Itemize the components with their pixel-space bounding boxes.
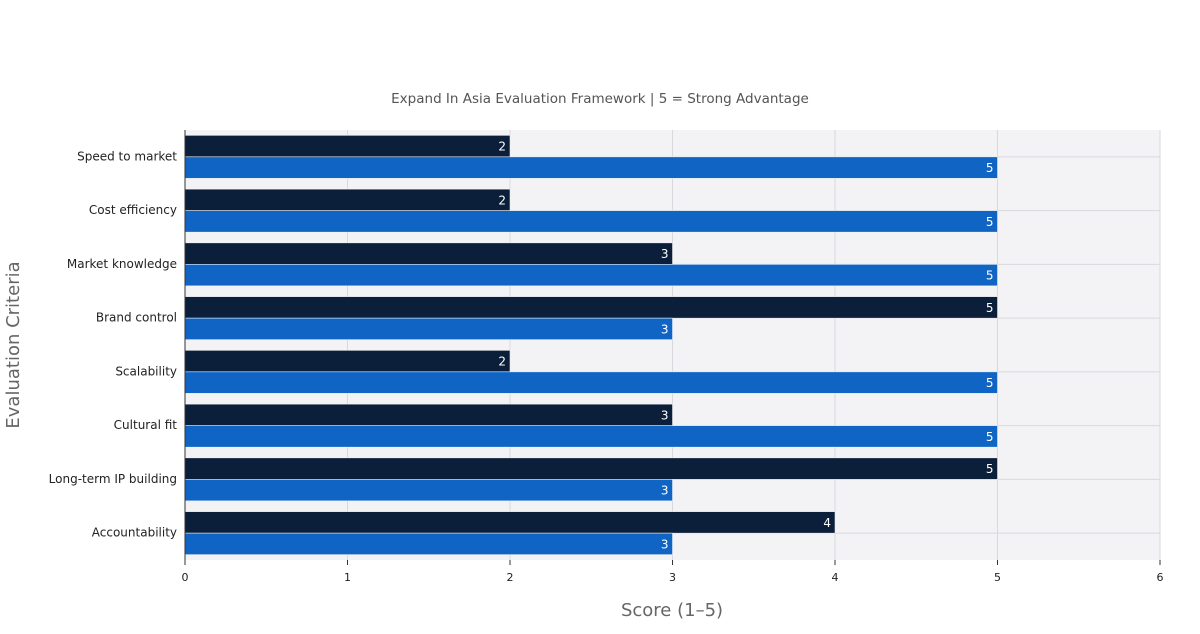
y-tick-label: Cultural fit xyxy=(114,418,178,432)
x-tick-label: 4 xyxy=(832,571,839,584)
bar xyxy=(184,317,673,340)
y-axis-title: Evaluation Criteria xyxy=(3,261,24,428)
data-label: 5 xyxy=(986,301,994,315)
data-label: 3 xyxy=(661,484,669,498)
bar xyxy=(184,188,511,211)
y-tick-label: Long-term IP building xyxy=(49,472,177,486)
y-tick-label: Brand control xyxy=(96,311,177,325)
bar xyxy=(184,242,673,265)
y-tick-label: Cost efficiency xyxy=(89,203,177,217)
data-label: 3 xyxy=(661,322,669,336)
bar xyxy=(184,264,998,287)
bar xyxy=(184,425,998,448)
x-tick-label: 3 xyxy=(669,571,676,584)
bar xyxy=(184,479,673,502)
chart-title: Expand In Asia Evaluation Framework | 5 … xyxy=(391,91,809,107)
data-label: 3 xyxy=(661,537,669,551)
bar xyxy=(184,156,998,179)
x-tick-label: 0 xyxy=(182,571,189,584)
x-axis-title: Score (1–5) xyxy=(621,600,723,621)
y-tick-label: Speed to market xyxy=(77,149,177,163)
data-label: 5 xyxy=(986,215,994,229)
data-label: 3 xyxy=(661,408,669,422)
bar xyxy=(184,511,836,534)
bar xyxy=(184,532,673,555)
x-tick-label: 6 xyxy=(1157,571,1164,584)
bar xyxy=(184,296,998,319)
y-tick-label: Scalability xyxy=(115,364,177,378)
bar xyxy=(184,350,511,373)
data-label: 2 xyxy=(498,355,506,369)
y-tick-label: Accountability xyxy=(92,526,177,540)
bar xyxy=(184,371,998,394)
x-tick-label: 2 xyxy=(507,571,514,584)
bar xyxy=(184,457,998,480)
data-label: 3 xyxy=(661,247,669,261)
bar xyxy=(184,135,511,158)
bar xyxy=(184,403,673,426)
data-label: 5 xyxy=(986,430,994,444)
y-tick-label: Market knowledge xyxy=(67,257,177,271)
data-label: 4 xyxy=(823,516,831,530)
data-label: 5 xyxy=(986,161,994,175)
data-label: 2 xyxy=(498,140,506,154)
bar xyxy=(184,210,998,233)
data-label: 5 xyxy=(986,269,994,283)
data-label: 2 xyxy=(498,193,506,207)
data-label: 5 xyxy=(986,376,994,390)
data-label: 5 xyxy=(986,462,994,476)
x-tick-label: 5 xyxy=(994,571,1001,584)
x-tick-label: 1 xyxy=(344,571,351,584)
